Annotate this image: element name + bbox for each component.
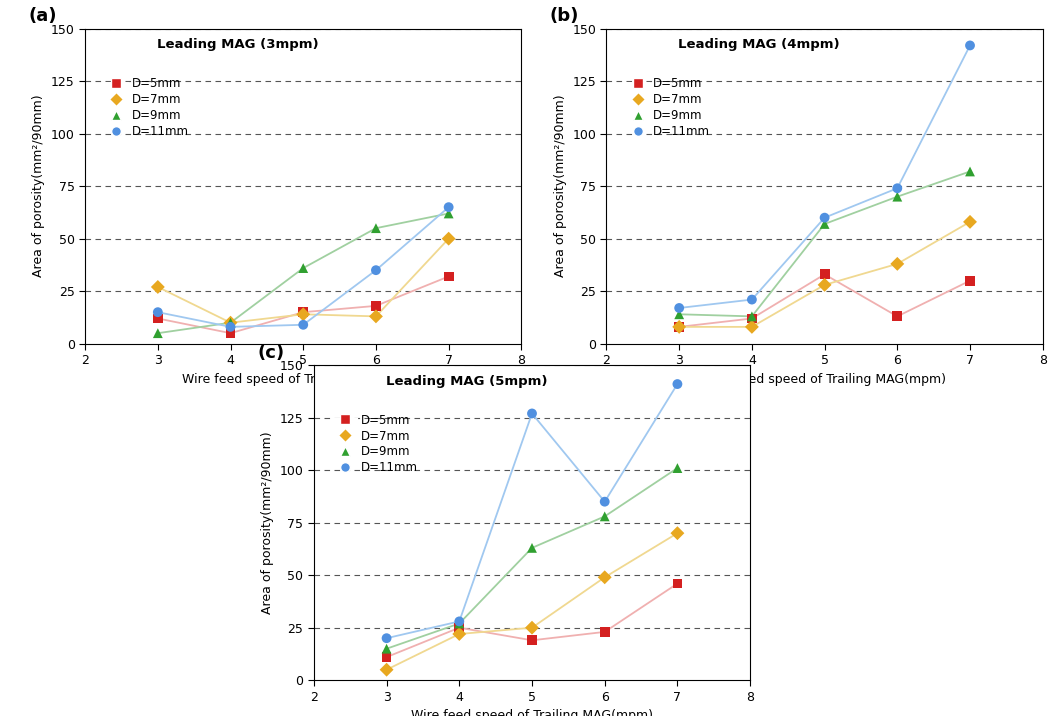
Point <box>367 311 384 322</box>
Text: Leading MAG (3mpm): Leading MAG (3mpm) <box>157 38 318 51</box>
Point <box>440 233 458 244</box>
Point <box>888 311 905 322</box>
Point <box>367 223 384 234</box>
Point <box>669 578 686 589</box>
X-axis label: Wire feed speed of Trailing MAG(mpm): Wire feed speed of Trailing MAG(mpm) <box>182 372 425 386</box>
Point <box>670 321 687 333</box>
Point <box>222 321 239 333</box>
Point <box>962 39 979 51</box>
Point <box>596 626 613 638</box>
Point <box>149 281 166 293</box>
Point <box>378 664 395 675</box>
Point <box>440 208 458 219</box>
Point <box>669 378 686 390</box>
Point <box>451 616 468 627</box>
Text: (b): (b) <box>550 7 579 26</box>
Point <box>222 327 239 339</box>
Point <box>669 463 686 474</box>
Point <box>295 309 312 320</box>
Legend: D=5mm, D=7mm, D=9mm, D=11mm: D=5mm, D=7mm, D=9mm, D=11mm <box>621 72 715 142</box>
Point <box>596 496 613 508</box>
Point <box>744 313 761 324</box>
Point <box>523 634 541 646</box>
X-axis label: Wire feed speed of Trailing MAG(mpm): Wire feed speed of Trailing MAG(mpm) <box>411 709 653 716</box>
Y-axis label: Area of porosity(mm²/90mm): Area of porosity(mm²/90mm) <box>32 95 46 278</box>
Point <box>367 300 384 311</box>
Point <box>222 317 239 329</box>
Point <box>451 628 468 639</box>
Point <box>367 264 384 276</box>
Point <box>596 571 613 583</box>
Point <box>451 622 468 634</box>
Point <box>149 327 166 339</box>
Point <box>295 319 312 331</box>
Point <box>962 275 979 286</box>
Point <box>962 165 979 177</box>
Y-axis label: Area of porosity(mm²/90mm): Area of porosity(mm²/90mm) <box>261 431 275 614</box>
Point <box>816 218 833 230</box>
Point <box>451 618 468 629</box>
Point <box>888 183 905 194</box>
Y-axis label: Area of porosity(mm²/90mm): Area of porosity(mm²/90mm) <box>553 95 567 278</box>
Legend: D=5mm, D=7mm, D=9mm, D=11mm: D=5mm, D=7mm, D=9mm, D=11mm <box>100 72 194 142</box>
Point <box>670 309 687 320</box>
Point <box>962 216 979 228</box>
Point <box>744 294 761 305</box>
Point <box>295 262 312 274</box>
Point <box>378 652 395 663</box>
Point <box>744 321 761 333</box>
X-axis label: Wire feed speed of Trailing MAG(mpm): Wire feed speed of Trailing MAG(mpm) <box>703 372 946 386</box>
Point <box>888 258 905 270</box>
Text: (c): (c) <box>257 344 284 362</box>
Point <box>222 317 239 329</box>
Point <box>295 306 312 318</box>
Text: Leading MAG (5mpm): Leading MAG (5mpm) <box>386 374 547 387</box>
Point <box>378 643 395 654</box>
Point <box>816 279 833 291</box>
Point <box>888 191 905 203</box>
Point <box>816 212 833 223</box>
Point <box>670 302 687 314</box>
Text: Leading MAG (4mpm): Leading MAG (4mpm) <box>679 38 839 51</box>
Point <box>149 306 166 318</box>
Point <box>596 511 613 522</box>
Point <box>669 528 686 539</box>
Point <box>523 622 541 634</box>
Point <box>744 311 761 322</box>
Legend: D=5mm, D=7mm, D=9mm, D=11mm: D=5mm, D=7mm, D=9mm, D=11mm <box>329 409 422 479</box>
Point <box>440 271 458 282</box>
Point <box>440 201 458 213</box>
Point <box>816 268 833 280</box>
Point <box>670 321 687 333</box>
Point <box>523 407 541 419</box>
Point <box>149 313 166 324</box>
Point <box>523 542 541 553</box>
Point <box>378 632 395 644</box>
Text: (a): (a) <box>29 7 56 26</box>
